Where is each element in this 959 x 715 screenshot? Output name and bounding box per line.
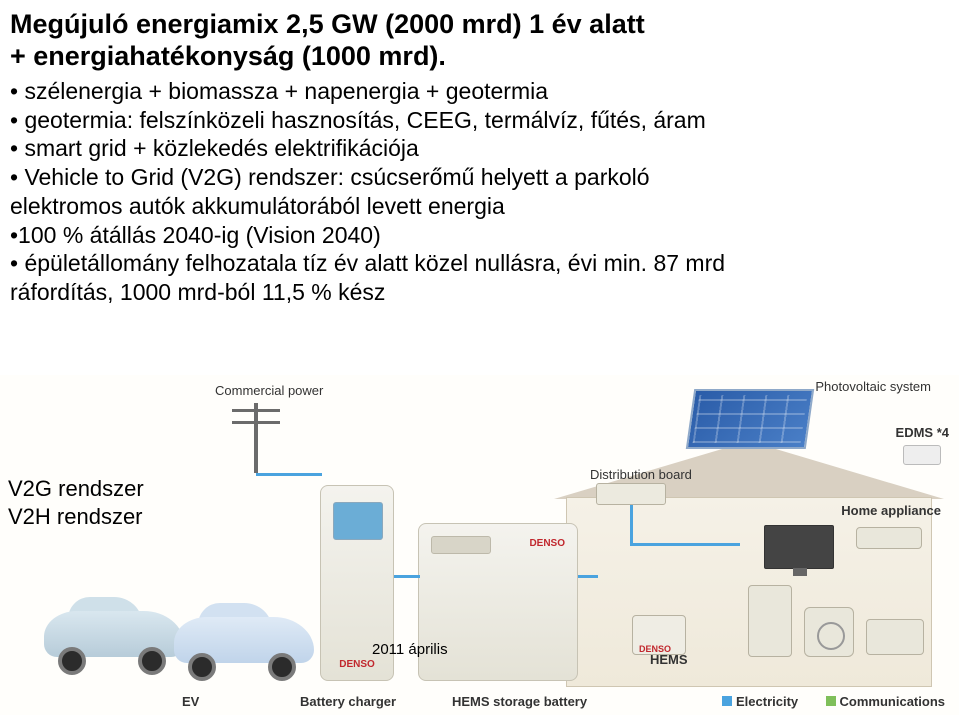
power-line: [578, 575, 598, 578]
tv-icon: [764, 525, 834, 569]
power-line: [630, 543, 740, 546]
fridge-icon: [748, 585, 792, 657]
home-appliance-label: Home appliance: [841, 503, 941, 518]
ev-car-2-icon: [174, 603, 314, 681]
edms-box-icon: [903, 445, 941, 465]
bullet-3: • smart grid + közlekedés elektrifikáció…: [10, 134, 949, 163]
power-line: [256, 473, 322, 476]
bullet-4: • Vehicle to Grid (V2G) rendszer: csúcse…: [10, 163, 949, 192]
power-line: [394, 575, 420, 578]
washer-icon: [804, 607, 854, 657]
hems-label: HEMS: [650, 652, 688, 667]
power-line: [630, 505, 633, 543]
ev-label: EV: [182, 694, 199, 709]
battery-brand: DENSO: [529, 538, 565, 549]
hems-battery-label: HEMS storage battery: [452, 694, 587, 709]
bullet-1: • szélenergia + biomassza + napenergia +…: [10, 77, 949, 106]
footer-date: 2011 április: [372, 641, 448, 658]
bullet-6b: ráfordítás, 1000 mrd-ból 11,5 % kész: [10, 278, 949, 307]
electricity-legend-text: Electricity: [736, 694, 798, 709]
electricity-legend: Electricity: [722, 694, 798, 709]
bullet-5: •100 % átállás 2040-ig (Vision 2040): [10, 221, 949, 250]
commercial-power-label: Commercial power: [215, 383, 323, 398]
pv-label: Photovoltaic system: [815, 379, 931, 394]
bullet-4b: elektromos autók akkumulátorából levett …: [10, 192, 949, 221]
battery-panel: [431, 536, 491, 554]
aircon-icon: [856, 527, 922, 549]
v2g-labels: V2G rendszer V2H rendszer: [8, 475, 144, 530]
communications-legend-text: Communications: [840, 694, 945, 709]
edms-label: EDMS *4: [896, 425, 949, 440]
title-line-1: Megújuló energiamix 2,5 GW (2000 mrd) 1 …: [10, 8, 949, 40]
bullet-2: • geotermia: felszínközeli hasznosítás, …: [10, 106, 949, 135]
hems-unit-icon: DENSO: [632, 615, 686, 655]
bullet-list: • szélenergia + biomassza + napenergia +…: [0, 73, 959, 307]
pv-panel-icon: [686, 389, 814, 449]
battery-charger-label: Battery charger: [300, 694, 396, 709]
ev-car-1-icon: [44, 597, 184, 675]
v2h-label: V2H rendszer: [8, 503, 144, 531]
energy-diagram: V2G rendszer V2H rendszer Photovoltaic s…: [0, 375, 959, 715]
electricity-legend-swatch: [722, 696, 732, 706]
charger-screen: [333, 502, 383, 540]
bullet-6: • épületállomány felhozatala tíz év alat…: [10, 249, 949, 278]
distribution-board-label: Distribution board: [590, 467, 692, 482]
distribution-board-icon: [596, 483, 666, 505]
slide-title: Megújuló energiamix 2,5 GW (2000 mrd) 1 …: [0, 0, 959, 73]
charger-brand: DENSO: [321, 659, 393, 670]
communications-legend-swatch: [826, 696, 836, 706]
communications-legend: Communications: [826, 694, 945, 709]
microwave-icon: [866, 619, 924, 655]
title-line-2: + energiahatékonyság (1000 mrd).: [10, 40, 949, 72]
v2g-label: V2G rendszer: [8, 475, 144, 503]
power-pole-icon: [254, 403, 258, 473]
